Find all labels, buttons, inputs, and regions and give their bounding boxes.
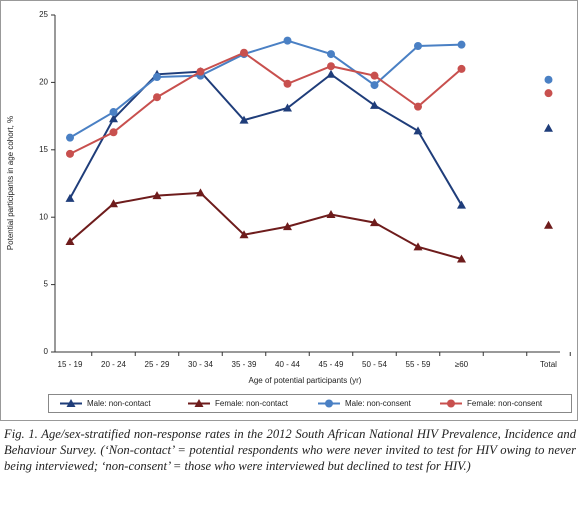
point <box>283 79 292 88</box>
point <box>370 218 379 227</box>
point <box>283 36 292 45</box>
x-tick-label: 45 - 49 <box>319 360 344 369</box>
point <box>194 399 204 407</box>
x-tick-label: 40 - 44 <box>275 360 300 369</box>
point <box>326 69 336 78</box>
point <box>457 200 466 209</box>
point <box>447 399 455 408</box>
point <box>109 108 118 117</box>
point <box>457 64 466 73</box>
y-tick-label: 0 <box>44 347 49 356</box>
point <box>457 40 466 49</box>
point <box>283 103 292 112</box>
legend-label: Female: non-consent <box>467 399 543 408</box>
point <box>414 42 422 51</box>
point <box>109 114 118 123</box>
point <box>325 399 333 408</box>
y-tick-label: 20 <box>39 78 48 87</box>
point <box>544 220 553 229</box>
y-tick-label: 25 <box>39 10 48 19</box>
series-line <box>70 193 549 259</box>
point <box>327 50 335 59</box>
y-tick-label: 15 <box>39 145 48 154</box>
x-tick-label: Total <box>540 360 557 369</box>
legend-label: Male: non-consent <box>345 399 412 408</box>
point <box>544 89 553 98</box>
point <box>65 193 75 202</box>
x-tick-label: 25 - 29 <box>145 360 170 369</box>
point <box>413 126 423 135</box>
point <box>152 191 162 200</box>
point <box>109 128 118 137</box>
point <box>66 149 74 158</box>
point <box>240 48 248 57</box>
point <box>239 230 249 239</box>
point <box>153 73 161 82</box>
point <box>65 236 75 245</box>
y-tick-label: 5 <box>44 280 49 289</box>
point <box>196 188 205 197</box>
x-tick-label: 15 - 19 <box>58 360 83 369</box>
x-tick-label: 55 - 59 <box>406 360 431 369</box>
point <box>457 254 466 263</box>
point <box>66 133 74 142</box>
point <box>109 199 118 208</box>
point <box>370 71 379 80</box>
chart: Potential participants in age cohort, % … <box>0 0 578 421</box>
point <box>153 93 161 102</box>
point <box>544 75 553 84</box>
point <box>66 399 76 407</box>
x-tick-label: 30 - 34 <box>188 360 213 369</box>
caption: Fig. 1. Age/sex-stratified non-response … <box>4 427 576 473</box>
series-line <box>70 41 549 138</box>
point <box>414 102 422 111</box>
point <box>544 123 553 132</box>
series-line <box>70 53 549 154</box>
point <box>239 115 249 124</box>
point <box>413 242 423 251</box>
x-tick-label: 50 - 54 <box>362 360 387 369</box>
x-tick-label: 20 - 24 <box>101 360 126 369</box>
legend-label: Male: non-contact <box>87 399 151 408</box>
legend-box <box>48 394 572 413</box>
x-tick-label: ≥60 <box>455 360 469 369</box>
point <box>283 222 292 231</box>
x-tick-label: 35 - 39 <box>232 360 257 369</box>
series-line <box>70 72 549 205</box>
frame <box>0 0 578 421</box>
y-tick-label: 10 <box>39 212 48 221</box>
point <box>327 62 335 71</box>
y-axis-label: Potential participants in age cohort, % <box>6 116 15 250</box>
point <box>370 81 379 90</box>
point <box>326 210 336 219</box>
legend-label: Female: non-contact <box>215 399 289 408</box>
point <box>196 67 205 76</box>
point <box>370 100 379 109</box>
x-axis-label: Age of potential participants (yr) <box>249 376 362 385</box>
